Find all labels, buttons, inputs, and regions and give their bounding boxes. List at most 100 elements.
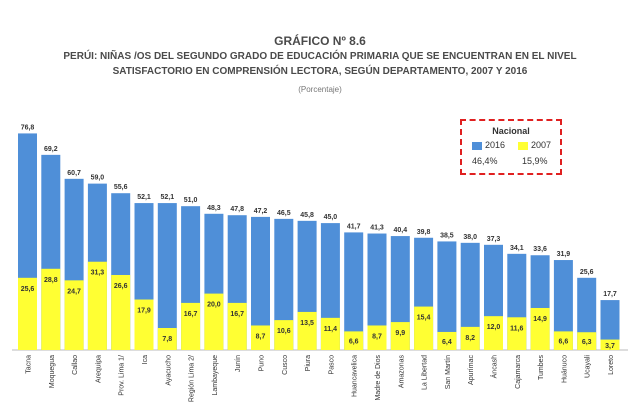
data-label-2016: 33,6 <box>533 246 547 253</box>
data-label-2007: 12,0 <box>487 324 501 331</box>
category-label: Ucayali <box>585 355 592 378</box>
chart-title-line-1: PERÚI: NIÑAS /OS DEL SEGUNDO GRADO DE ED… <box>63 51 577 62</box>
chart-unit: (Porcentaje) <box>298 85 342 94</box>
category-label: Tacna <box>26 355 33 374</box>
data-label-2016: 48,3 <box>207 205 221 212</box>
data-label-2016: 38,5 <box>440 232 454 239</box>
chart-number: GRÁFICO Nº 8.6 <box>274 34 366 48</box>
legend-swatch-2016 <box>472 141 482 150</box>
data-label-2007: 6,6 <box>349 339 359 346</box>
category-label: Huancavelica <box>352 355 359 397</box>
legend-swatch-2007 <box>518 141 528 150</box>
data-label-2016: 46,5 <box>277 210 291 217</box>
bar-2007 <box>600 339 620 350</box>
bar-2007 <box>553 331 573 350</box>
bar-2007 <box>530 307 550 350</box>
data-label-2007: 16,7 <box>230 311 244 318</box>
bar-2007 <box>274 320 294 350</box>
bar-2007 <box>414 306 434 350</box>
bar-2007 <box>64 280 84 350</box>
data-label-2007: 20,0 <box>207 302 221 309</box>
data-label-2016: 34,1 <box>510 245 524 252</box>
bar-2007 <box>437 331 457 350</box>
data-label-2007: 7,8 <box>162 336 172 343</box>
data-label-2016: 52,1 <box>160 194 174 201</box>
data-label-2016: 76,8 <box>21 124 35 131</box>
bar-2016 <box>600 300 620 350</box>
legend-item-2007: 2007 <box>518 140 551 150</box>
category-label: Amazonas <box>398 355 405 389</box>
data-label-2007: 25,6 <box>21 286 35 293</box>
bar-2007 <box>134 299 154 350</box>
bar-2007 <box>181 302 201 350</box>
data-label-2007: 17,9 <box>137 308 151 315</box>
category-label: Arequipa <box>95 355 102 383</box>
legend-value-2016: 46,4% <box>472 156 498 166</box>
bar-2007 <box>87 261 107 350</box>
bar-2007 <box>111 274 131 350</box>
bar-2007 <box>390 322 410 350</box>
category-label: Prov. Lima 1/ <box>119 355 126 396</box>
category-label: Áncash <box>490 355 499 378</box>
category-label: Lambayeque <box>212 355 219 396</box>
bar-2007 <box>320 317 340 350</box>
data-label-2007: 31,3 <box>91 270 105 277</box>
data-label-2016: 55,6 <box>114 184 128 191</box>
bar-2007 <box>297 311 317 350</box>
data-label-2007: 11,4 <box>324 326 337 333</box>
bar-2007 <box>507 317 527 350</box>
data-label-2016: 59,0 <box>91 175 105 182</box>
data-label-2016: 41,3 <box>370 225 384 232</box>
data-label-2016: 41,7 <box>347 223 361 230</box>
bar-2007 <box>484 316 503 350</box>
category-label: Cajamarca <box>515 355 522 389</box>
data-label-2016: 40,4 <box>393 227 407 234</box>
data-label-2016: 45,0 <box>324 214 338 221</box>
data-label-2007: 9,9 <box>395 330 405 337</box>
category-label: Madre de Dios <box>375 355 382 401</box>
category-label: Callao <box>72 355 79 375</box>
category-label: Piura <box>305 355 312 371</box>
bar-2007 <box>251 325 270 350</box>
data-label-2007: 6,4 <box>442 339 452 346</box>
bar-2016 <box>251 216 270 350</box>
data-label-2016: 25,6 <box>580 269 594 276</box>
data-label-2007: 10,6 <box>277 328 291 335</box>
data-label-2016: 69,2 <box>44 146 58 153</box>
data-label-2016: 60,7 <box>67 170 81 177</box>
bar-2007 <box>577 332 597 350</box>
bar-2007 <box>204 293 224 350</box>
data-label-2007: 14,9 <box>533 316 547 323</box>
data-label-2007: 8,2 <box>465 335 475 342</box>
data-label-2007: 16,7 <box>184 311 198 318</box>
bar-2016 <box>460 242 480 350</box>
legend-title: Nacional <box>492 126 530 136</box>
data-label-2007: 26,6 <box>114 283 128 290</box>
data-label-2007: 13,5 <box>300 320 314 327</box>
category-label: Pasco <box>328 355 335 375</box>
legend-label-2007: 2007 <box>531 140 552 150</box>
category-label: Junín <box>235 355 242 372</box>
category-label: Puno <box>259 355 266 371</box>
category-label: Ica <box>142 355 149 364</box>
bar-2007 <box>227 302 247 350</box>
data-label-2016: 37,3 <box>487 236 501 243</box>
data-label-2016: 47,8 <box>230 206 244 213</box>
data-label-2007: 15,4 <box>417 315 431 322</box>
legend: Nacional 2016 2007 46,4% 15,9% <box>460 119 562 175</box>
bar-2007 <box>344 331 364 350</box>
category-label: La Libertad <box>422 355 429 390</box>
bar-2016 <box>577 277 597 350</box>
bar-2016 <box>157 203 177 350</box>
bar-2007 <box>41 268 61 350</box>
chart-title-line-2: SATISFACTORIO EN COMPRENSIÓN LECTORA, SE… <box>112 66 528 77</box>
category-label: Tumbes <box>538 355 545 381</box>
data-label-2016: 51,0 <box>184 197 198 204</box>
category-label: Ayacucho <box>165 355 172 386</box>
data-label-2016: 31,9 <box>557 251 571 258</box>
category-label: Moquegua <box>49 355 56 388</box>
category-label: San Martín <box>445 355 452 389</box>
bar-2016 <box>553 260 573 350</box>
category-label: Huánuco <box>561 355 568 383</box>
